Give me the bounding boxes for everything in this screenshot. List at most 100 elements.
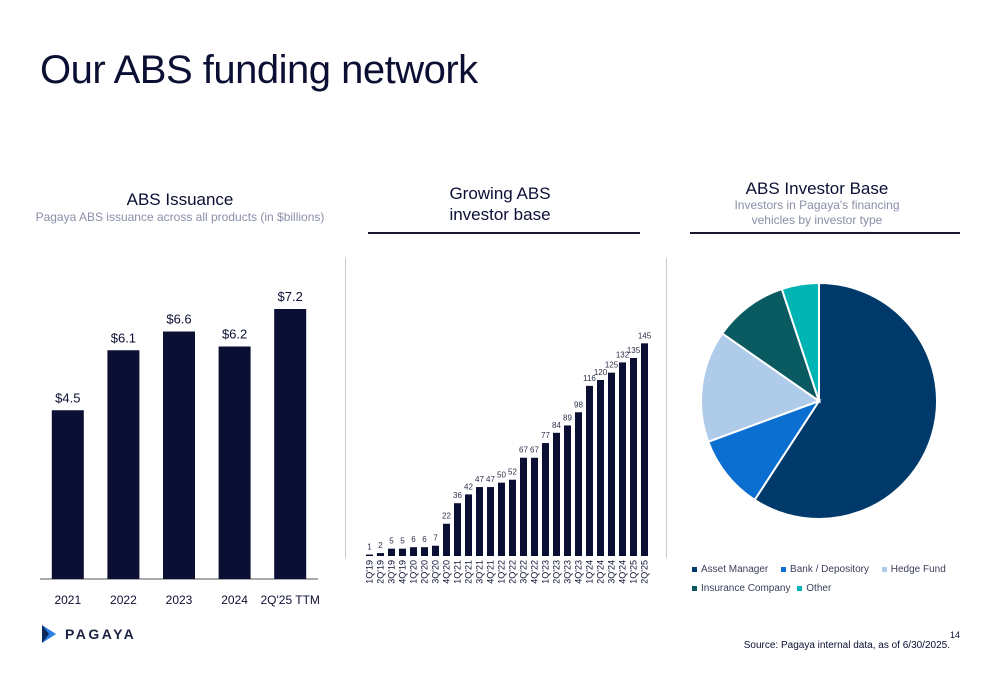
investors-tick-label: 1Q'21: [453, 560, 463, 584]
issuance-tick-label: 2023: [166, 593, 193, 607]
investors-value-label: 47: [475, 475, 484, 484]
investors-bar: [421, 547, 428, 556]
investors-bar: [377, 553, 384, 556]
divider-right: [666, 258, 667, 558]
investors-bar: [432, 545, 439, 556]
investors-bar: [542, 443, 549, 556]
investors-tick-label: 4Q'20: [442, 560, 452, 584]
investors-value-label: 42: [464, 482, 473, 491]
investors-tick-label: 2Q'23: [552, 560, 562, 584]
investors-tick-label: 4Q'24: [618, 560, 628, 584]
investors-tick-label: 3Q'22: [519, 560, 529, 584]
issuance-value-label: $6.6: [166, 312, 191, 327]
investors-bar: [509, 479, 516, 556]
investors-tick-label: 2Q'21: [464, 560, 474, 584]
investors-value-label: 98: [574, 400, 583, 409]
investors-bar: [465, 494, 472, 556]
investors-title-rule: [368, 232, 640, 234]
pagaya-logo: PAGAYA: [40, 624, 136, 644]
investors-value-label: 132: [616, 350, 630, 359]
investors-value-label: 145: [638, 331, 652, 340]
investors-tick-label: 1Q'24: [585, 560, 595, 584]
investors-tick-label: 3Q'20: [431, 560, 441, 584]
investors-tick-label: 3Q'24: [607, 560, 617, 584]
issuance-tick-label: 2021: [54, 593, 81, 607]
investors-tick-label: 2Q'25: [640, 560, 650, 584]
issuance-tick-label: 2024: [221, 593, 248, 607]
investors-bar: [608, 372, 615, 556]
investors-bar: [454, 503, 461, 556]
investors-value-label: 2: [378, 541, 383, 550]
investors-tick-label: 2Q'22: [508, 560, 518, 584]
divider-left: [345, 258, 346, 558]
investors-bar: [564, 425, 571, 556]
pagaya-wordmark: PAGAYA: [65, 626, 137, 642]
investors-value-label: 6: [411, 535, 416, 544]
investors-value-label: 47: [486, 475, 495, 484]
investors-bar: [399, 548, 406, 556]
investors-value-label: 22: [442, 512, 451, 521]
issuance-bar: [107, 350, 140, 579]
investors-bar: [487, 487, 494, 556]
investors-value-label: 7: [433, 534, 438, 543]
issuance-value-label: $6.1: [111, 330, 136, 345]
pie-slice-other: [780, 281, 820, 402]
investors-bar: [388, 548, 395, 556]
investors-bar: [597, 380, 604, 556]
issuance-chart-title: ABS Issuance: [126, 190, 234, 209]
pagaya-logo-icon: [42, 625, 56, 643]
issuance-value-label: $4.5: [55, 390, 80, 405]
investors-tick-label: 1Q'25: [629, 560, 639, 584]
investors-tick-label: 1Q'19: [365, 560, 375, 584]
issuance-value-label: $7.2: [278, 289, 303, 304]
legend-item-bank-depository: Bank / Depository: [781, 564, 869, 575]
investors-bar: [410, 547, 417, 556]
issuance-tick-label: 2Q'25 TTM: [260, 593, 319, 607]
issuance-bar: [163, 331, 195, 579]
investors-value-label: 125: [605, 361, 619, 370]
investors-bar: [520, 457, 527, 556]
investors-value-label: 120: [594, 368, 608, 377]
investors-value-label: 50: [497, 471, 506, 480]
investors-value-label: 5: [389, 537, 394, 546]
pie-legend: Asset Manager Bank / Depository Hedge Fu…: [692, 564, 962, 594]
investors-value-label: 116: [583, 374, 596, 383]
source-note: Source: Pagaya internal data, as of 6/30…: [743, 640, 950, 651]
investors-value-label: 67: [530, 446, 539, 455]
issuance-chart-subtitle: Pagaya ABS issuance across all products …: [35, 210, 325, 224]
issuance-bar: [274, 309, 307, 579]
investors-tick-label: 4Q'19: [398, 560, 408, 584]
investors-bar: [575, 412, 582, 556]
investors-value-label: 135: [627, 346, 641, 355]
legend-item-insurance-company: Insurance Company: [692, 583, 791, 594]
legend-item-asset-manager: Asset Manager: [692, 564, 768, 575]
investors-bar: [498, 482, 505, 556]
investors-bar: [641, 343, 648, 556]
issuance-value-label: $6.2: [222, 327, 247, 342]
pie-slice-insurance-company: [720, 287, 821, 404]
issuance-tick-label: 2022: [110, 593, 137, 607]
investors-tick-label: 1Q'22: [497, 560, 507, 584]
investors-value-label: 77: [541, 431, 550, 440]
investors-bar: [443, 523, 450, 556]
investors-bar: [476, 487, 483, 556]
investors-tick-label: 2Q'19: [376, 560, 386, 584]
investor-base-chart-subtitle: Investors in Pagaya's financing vehicles…: [734, 198, 900, 227]
investors-value-label: 1: [367, 543, 372, 552]
investors-tick-label: 1Q'23: [541, 560, 551, 584]
investors-bar: [586, 385, 593, 556]
investor-base-chart-title: ABS Investor Base: [745, 179, 889, 198]
investors-value-label: 6: [422, 535, 427, 544]
page-title: Our ABS funding network: [40, 48, 478, 92]
investors-bar: [366, 554, 373, 556]
investors-value-label: 5: [400, 537, 405, 546]
investors-tick-label: 1Q'20: [409, 560, 419, 584]
page-number: 14: [949, 630, 960, 640]
investors-tick-label: 4Q'22: [530, 560, 540, 584]
investors-bar: [619, 362, 626, 556]
investors-value-label: 84: [552, 421, 561, 430]
pie-slice-asset-manager: [753, 281, 938, 520]
issuance-bar: [51, 410, 84, 579]
